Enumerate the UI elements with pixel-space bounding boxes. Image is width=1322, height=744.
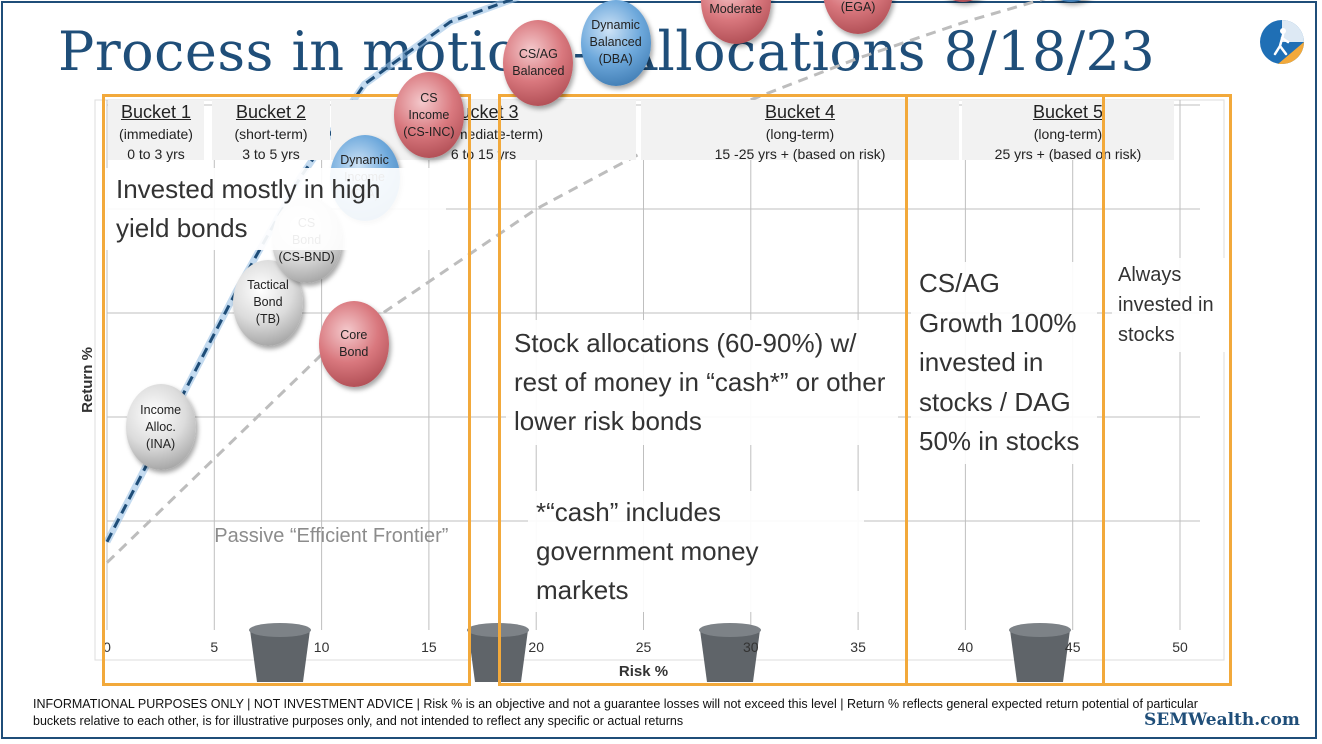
disclaimer: INFORMATIONAL PURPOSES ONLY | NOT INVEST… xyxy=(33,697,1198,728)
growth-note: CS/AG Growth 100% invested in stocks / D… xyxy=(911,262,1097,464)
x-tick-label: 30 xyxy=(743,639,759,655)
cash-definition-note: *“cash” includes government money market… xyxy=(528,491,864,612)
bucket-2-term: (short-term) xyxy=(234,126,308,142)
strategy-marker: CS Income (CS-INC) xyxy=(393,72,464,159)
bucket-2-name: Bucket 2 xyxy=(235,102,307,122)
strategy-label: Enh.Growth(EGA) xyxy=(840,0,876,15)
bucket-3-name: Bucket 3 xyxy=(448,102,519,122)
strategy-marker: Income Alloc. (INA) xyxy=(125,384,196,471)
stock-allocation-note: Stock allocations (60-90%) w/ rest of mo… xyxy=(506,320,898,445)
strategy-label: Dynamic Balanced (DBA) xyxy=(589,18,642,67)
bucket-1-header: Bucket 1 (immediate) 0 to 3 yrs xyxy=(108,100,204,162)
x-tick-label: 35 xyxy=(850,639,866,655)
bucket-2-range: 3 to 5 yrs xyxy=(242,146,300,162)
bucket-4-range: 15 -25 yrs + (based on risk) xyxy=(714,146,886,162)
bucket-1-term: (immediate) xyxy=(119,126,193,142)
strategy-marker: Tactical Bond (TB) xyxy=(232,259,303,346)
x-tick-label: 10 xyxy=(314,639,330,655)
walking-figure-icon xyxy=(1260,20,1304,64)
bucket-5-outline xyxy=(1102,94,1232,686)
strategy-label: Tactical Bond (TB) xyxy=(247,278,289,327)
x-tick-label: 5 xyxy=(210,639,218,655)
bucket-5-header: Bucket 5 (long-term) 25 yrs + (based on … xyxy=(962,100,1174,162)
bucket-5-name: Bucket 5 xyxy=(1032,102,1104,122)
x-axis-label: Risk % xyxy=(619,663,668,680)
brand-url[interactable]: SEMWealth.com xyxy=(1144,710,1300,730)
bucket-5-term: (long-term) xyxy=(1033,126,1103,142)
strategy-label: CS/AG Balanced xyxy=(512,47,565,79)
strategy-label: CS Income (CS-INC) xyxy=(403,90,455,139)
x-tick-label: 20 xyxy=(528,639,544,655)
x-tick-label: 15 xyxy=(421,639,437,655)
bucket-2-header: Bucket 2 (short-term) 3 to 5 yrs xyxy=(212,100,330,162)
strategy-label: Core Bond xyxy=(339,328,369,360)
strategy-label: Income Alloc. (INA) xyxy=(140,402,182,451)
strategy-marker: DynamicAggr.(DAG) xyxy=(1035,0,1106,3)
always-invested-note: Always invested in stocks xyxy=(1112,258,1228,352)
x-tick-label: 25 xyxy=(636,639,652,655)
y-axis-label: Return % xyxy=(79,347,96,413)
bucket-4-name: Bucket 4 xyxy=(764,102,836,122)
x-tick-label: 40 xyxy=(958,639,974,655)
bucket-icon xyxy=(1009,623,1071,682)
x-tick-label: 0 xyxy=(103,639,111,655)
frontier-label: Passive “Efficient Frontier” xyxy=(214,525,448,547)
bucket-1-range: 0 to 3 yrs xyxy=(127,146,185,162)
bucket-4-term: (long-term) xyxy=(765,126,835,142)
strategy-marker: Core Bond xyxy=(318,301,389,388)
bucket-1-2-outline xyxy=(102,94,471,686)
bucket-1-name: Bucket 1 xyxy=(120,102,192,122)
strategy-marker: CS/AG Balanced xyxy=(503,20,574,107)
x-tick-label: 45 xyxy=(1065,639,1081,655)
bucket-icon xyxy=(699,623,761,682)
strategy-marker: Dynamic Balanced (DBA) xyxy=(580,0,651,86)
x-tick-label: 50 xyxy=(1172,639,1188,655)
strategy-label: AGModerate xyxy=(709,2,763,16)
bucket-icon xyxy=(249,623,311,682)
bonds-note: Invested mostly in high yield bonds xyxy=(106,168,446,250)
